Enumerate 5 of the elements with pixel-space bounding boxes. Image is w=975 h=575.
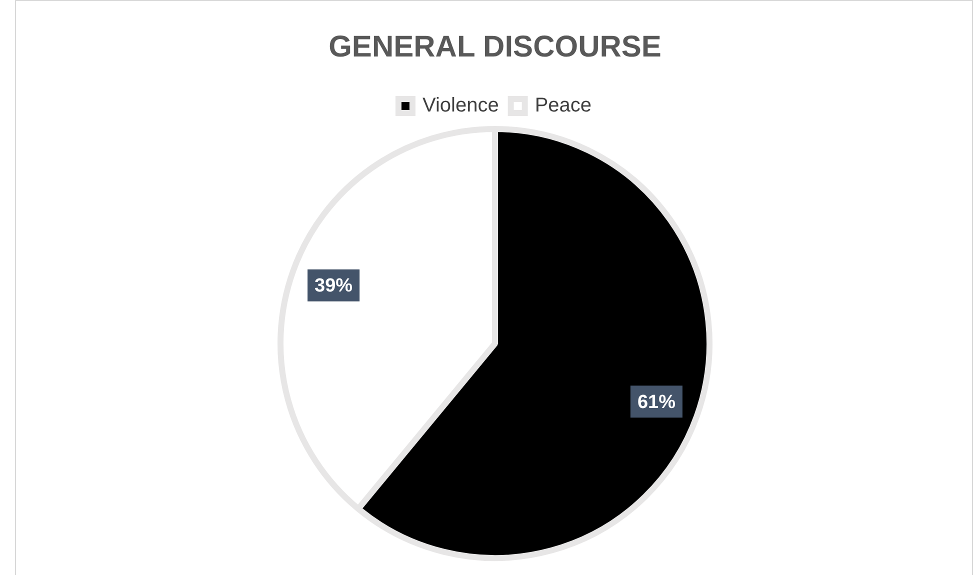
legend-label: Peace [534, 94, 592, 117]
data-label: 61% [637, 392, 676, 413]
legend-label: Violence [422, 94, 499, 117]
chart-title: GENERAL DISCOURSE [328, 30, 662, 64]
data-label: 39% [314, 276, 353, 297]
